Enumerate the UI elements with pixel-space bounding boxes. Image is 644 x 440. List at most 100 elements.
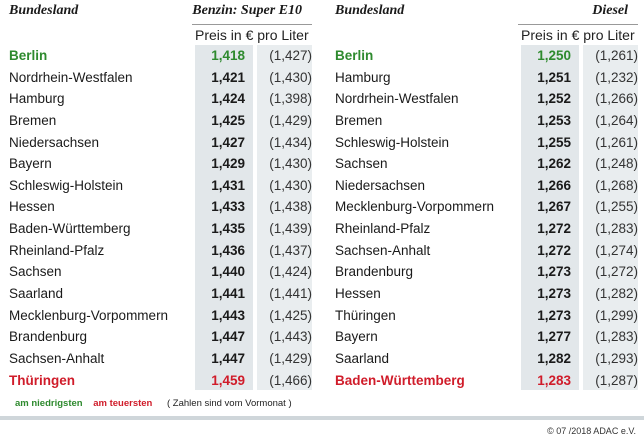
current-price: 1,433: [211, 199, 245, 215]
state-name: Niedersachsen: [335, 177, 426, 193]
state-name: Nordrhein-Westfalen: [9, 69, 133, 85]
current-price: 1,273: [537, 264, 571, 280]
current-price-column-bg: [195, 45, 253, 390]
state-name: Bayern: [335, 329, 378, 345]
table-row: Sachsen 1,262 (1,248): [332, 153, 638, 175]
table-row: Thüringen 1,273 (1,299): [332, 305, 638, 327]
previous-month-price: (1,261): [595, 48, 638, 63]
previous-price-column-bg: [583, 45, 638, 390]
table-body: Berlin 1,418 (1,427) Nordrhein-Westfalen 1,4…: [6, 45, 312, 391]
current-price: 1,424: [211, 91, 245, 107]
current-price: 1,273: [537, 307, 571, 323]
fuel-title: Diesel: [592, 3, 628, 18]
state-name: Nordrhein-Westfalen: [335, 91, 459, 107]
state-name: Berlin: [335, 48, 374, 63]
previous-month-price: (1,427): [269, 48, 312, 63]
state-name: Sachsen: [335, 156, 388, 172]
previous-month-price: (1,261): [595, 134, 638, 150]
table-row: Berlin 1,418 (1,427): [6, 45, 312, 67]
state-name: Thüringen: [335, 307, 396, 323]
previous-month-price: (1,429): [269, 350, 312, 366]
previous-month-price: (1,266): [595, 91, 638, 107]
previous-month-price: (1,293): [595, 350, 638, 366]
previous-month-price: (1,430): [269, 177, 312, 193]
super-e10-table: Bundesland Benzin: Super E10 Preis in € …: [6, 0, 312, 390]
table-row: Nordrhein-Westfalen 1,252 (1,266): [332, 88, 638, 110]
table-row: Nordrhein-Westfalen 1,421 (1,430): [6, 67, 312, 89]
previous-month-price: (1,441): [269, 286, 312, 302]
table-row: Thüringen 1,459 (1,466): [6, 370, 312, 392]
table-row: Sachsen-Anhalt 1,272 (1,274): [332, 240, 638, 262]
state-name: Rheinland-Pfalz: [335, 221, 431, 237]
previous-price-column-bg: [257, 45, 312, 390]
table-row: Mecklenburg-Vorpommern 1,267 (1,255): [332, 196, 638, 218]
current-price: 1,427: [211, 134, 245, 150]
table-row: Schleswig-Holstein 1,431 (1,430): [6, 175, 312, 197]
previous-month-price: (1,425): [269, 307, 312, 323]
current-price: 1,459: [211, 372, 245, 388]
current-price: 1,418: [211, 48, 245, 63]
previous-month-price: (1,438): [269, 199, 312, 215]
state-name: Schleswig-Holstein: [335, 134, 450, 150]
previous-month-price: (1,272): [595, 264, 638, 280]
fuel-title: Benzin: Super E10: [192, 3, 302, 18]
table-row: Sachsen-Anhalt 1,447 (1,429): [6, 348, 312, 370]
table-row: Bayern 1,429 (1,430): [6, 153, 312, 175]
table-row: Hamburg 1,251 (1,232): [332, 67, 638, 89]
table-row: Baden-Württemberg 1,435 (1,439): [6, 218, 312, 240]
current-price: 1,436: [211, 242, 245, 258]
current-price: 1,425: [211, 112, 245, 128]
table-header: Bundesland Benzin: Super E10: [6, 0, 312, 24]
state-column-title: Bundesland: [335, 3, 405, 18]
current-price: 1,283: [537, 372, 571, 388]
state-name: Thüringen: [9, 372, 75, 388]
state-name: Bremen: [335, 112, 383, 128]
legend-note: ( Zahlen sind vom Vormonat ): [167, 398, 292, 409]
current-price: 1,267: [537, 199, 571, 215]
table-row: Saarland 1,441 (1,441): [6, 283, 312, 305]
current-price: 1,443: [211, 307, 245, 323]
table-row: Hamburg 1,424 (1,398): [6, 88, 312, 110]
state-column-title: Bundesland: [9, 3, 79, 18]
state-name: Rheinland-Pfalz: [9, 242, 105, 258]
table-header: Bundesland Diesel: [332, 0, 638, 24]
state-name: Hessen: [335, 286, 381, 302]
previous-month-price: (1,443): [269, 329, 312, 345]
previous-month-price: (1,264): [595, 112, 638, 128]
state-name: Brandenburg: [335, 264, 414, 280]
current-price-column-bg: [521, 45, 579, 390]
table-row: Brandenburg 1,447 (1,443): [6, 326, 312, 348]
state-name: Niedersachsen: [9, 134, 100, 150]
current-price: 1,441: [211, 286, 245, 302]
state-name: Sachsen-Anhalt: [335, 242, 431, 258]
table-row: Niedersachsen 1,427 (1,434): [6, 132, 312, 154]
current-price: 1,447: [211, 329, 245, 345]
table-row: Hessen 1,273 (1,282): [332, 283, 638, 305]
previous-month-price: (1,430): [269, 69, 312, 85]
previous-month-price: (1,274): [595, 242, 638, 258]
state-name: Hamburg: [335, 69, 391, 85]
previous-month-price: (1,437): [269, 242, 312, 258]
table-row: Bremen 1,253 (1,264): [332, 110, 638, 132]
previous-month-price: (1,434): [269, 134, 312, 150]
previous-month-price: (1,283): [595, 329, 638, 345]
table-row: Bremen 1,425 (1,429): [6, 110, 312, 132]
previous-month-price: (1,429): [269, 112, 312, 128]
previous-month-price: (1,268): [595, 177, 638, 193]
table-row: Bayern 1,277 (1,283): [332, 326, 638, 348]
legend-highest: am teuersten: [93, 398, 153, 409]
previous-month-price: (1,283): [595, 221, 638, 237]
footer-divider: [0, 416, 644, 420]
current-price: 1,277: [537, 329, 571, 345]
previous-month-price: (1,232): [595, 69, 638, 85]
state-name: Brandenburg: [9, 329, 88, 345]
current-price: 1,262: [537, 156, 571, 172]
table-row: Sachsen 1,440 (1,424): [6, 261, 312, 283]
state-name: Mecklenburg-Vorpommern: [9, 307, 169, 323]
current-price: 1,253: [537, 112, 571, 128]
current-price: 1,440: [211, 264, 245, 280]
current-price: 1,429: [211, 156, 245, 172]
table-row: Schleswig-Holstein 1,255 (1,261): [332, 132, 638, 154]
diesel-table: Bundesland Diesel Preis in € pro Liter B…: [332, 0, 638, 390]
state-name: Baden-Württemberg: [9, 221, 131, 237]
